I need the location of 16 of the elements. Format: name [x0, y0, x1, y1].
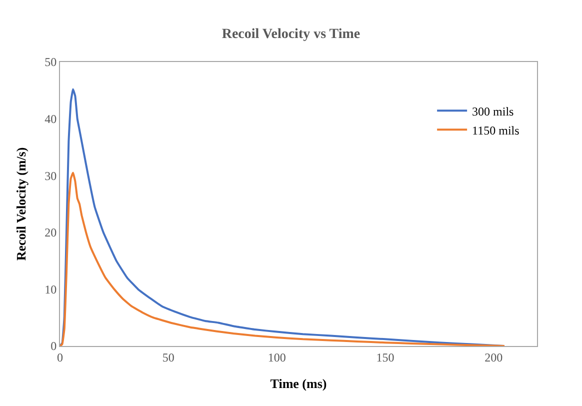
- line-series: [60, 172, 506, 346]
- y-axis-title: Recoil Velocity (m/s): [14, 147, 29, 261]
- y-tick-label: 30: [44, 168, 57, 183]
- legend-label: 300 mils: [472, 104, 514, 118]
- y-tick-label: 20: [44, 226, 57, 240]
- x-tick-label: 100: [268, 350, 286, 364]
- x-tick-label: 200: [484, 350, 503, 364]
- y-tick-label: 50: [44, 55, 57, 70]
- y-tick-label: 0: [50, 339, 57, 354]
- legend-label: 1150 mils: [472, 123, 520, 138]
- y-tick-label: 40: [44, 112, 57, 126]
- x-tick-label: 50: [162, 350, 174, 364]
- chart-title: Recoil Velocity vs Time: [222, 27, 360, 42]
- y-tick-label: 10: [44, 282, 57, 296]
- x-axis-title: Time (ms): [270, 376, 327, 391]
- x-tick-label: 150: [376, 350, 394, 364]
